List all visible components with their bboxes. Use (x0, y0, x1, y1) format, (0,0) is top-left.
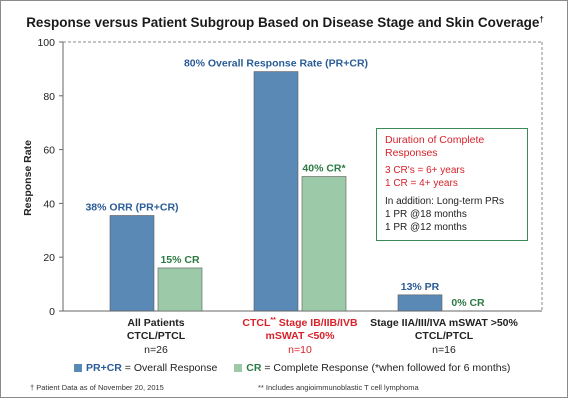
bar-overall-response (253, 71, 299, 312)
cr-duration-box: Duration of Complete Responses 3 CR's = … (376, 128, 528, 241)
y-axis-label: Response Rate (22, 140, 34, 216)
pr-duration-line: 1 PR @18 months (385, 209, 467, 220)
category-n: n=10 (288, 344, 312, 356)
bar-data-label: 13% PR (401, 281, 440, 293)
category-sublabel: CTCL/PTCL (415, 330, 474, 342)
category-sublabel: mSWAT <50% (266, 330, 336, 342)
legend-text-overall: = Overall Response (121, 362, 218, 374)
cr-duration-title: Duration of Complete Responses (385, 134, 485, 159)
bar-data-label: 38% ORR (PR+CR) (85, 202, 178, 214)
bars (109, 71, 443, 312)
bar-overall-response (397, 294, 443, 312)
legend-item-overall: PR+CR = Overall Response (74, 362, 220, 374)
pr-duration-line: 1 PR @12 months (385, 222, 467, 233)
bar-data-label: 40% CR* (302, 163, 346, 175)
legend-swatch-complete (234, 364, 243, 372)
bar-complete-response (157, 267, 203, 312)
cr-duration-line: 1 CR = 4+ years (385, 178, 458, 189)
bar-labels: 38% ORR (PR+CR) 15% CR 80% Overall Respons… (85, 58, 485, 309)
bar-data-label: 0% CR (451, 297, 485, 309)
legend-text-complete: = Complete Response (*when followed for … (261, 362, 511, 374)
bar-complete-response (301, 176, 347, 312)
chart-title: Response versus Patient Subgroup Based o… (26, 15, 544, 30)
legend-key-complete: CR (246, 362, 262, 374)
footnote-angioimmunoblastic: ** Includes angioimmunoblastic T cell ly… (258, 383, 419, 392)
legend-key-overall: PR+CR (86, 362, 122, 374)
legend-swatch-overall (74, 364, 82, 372)
y-tick-label: 60 (43, 145, 55, 157)
bar-data-label: 80% Overall Response Rate (PR+CR) (184, 58, 368, 70)
y-tick-label: 40 (43, 198, 55, 210)
category-n: n=16 (432, 344, 456, 356)
legend: PR+CR = Overall Response CR = Complete R… (74, 362, 524, 374)
category-label: All Patients (127, 317, 184, 329)
pr-duration-line: In addition: Long-term PRs (385, 196, 504, 207)
category-n: n=26 (144, 344, 168, 356)
y-tick-label: 20 (43, 252, 55, 264)
category-label: Stage IIA/III/IVA mSWAT >50% (370, 317, 518, 329)
category-label: CTCL** Stage IB/IIB/IVB (242, 317, 358, 329)
bar-data-label: 15% CR (160, 254, 200, 266)
footnote-patient-data: † Patient Data as of November 20, 2015 (30, 383, 164, 392)
category-sublabel: CTCL/PTCL (127, 330, 186, 342)
y-tick-label: 100 (37, 37, 55, 49)
legend-item-complete: CR = Complete Response (*when followed f… (234, 362, 510, 374)
bar-overall-response (109, 215, 155, 312)
cr-duration-line: 3 CR's = 6+ years (385, 165, 465, 176)
y-tick-label: 80 (43, 91, 55, 103)
y-tick-label: 0 (49, 306, 55, 318)
